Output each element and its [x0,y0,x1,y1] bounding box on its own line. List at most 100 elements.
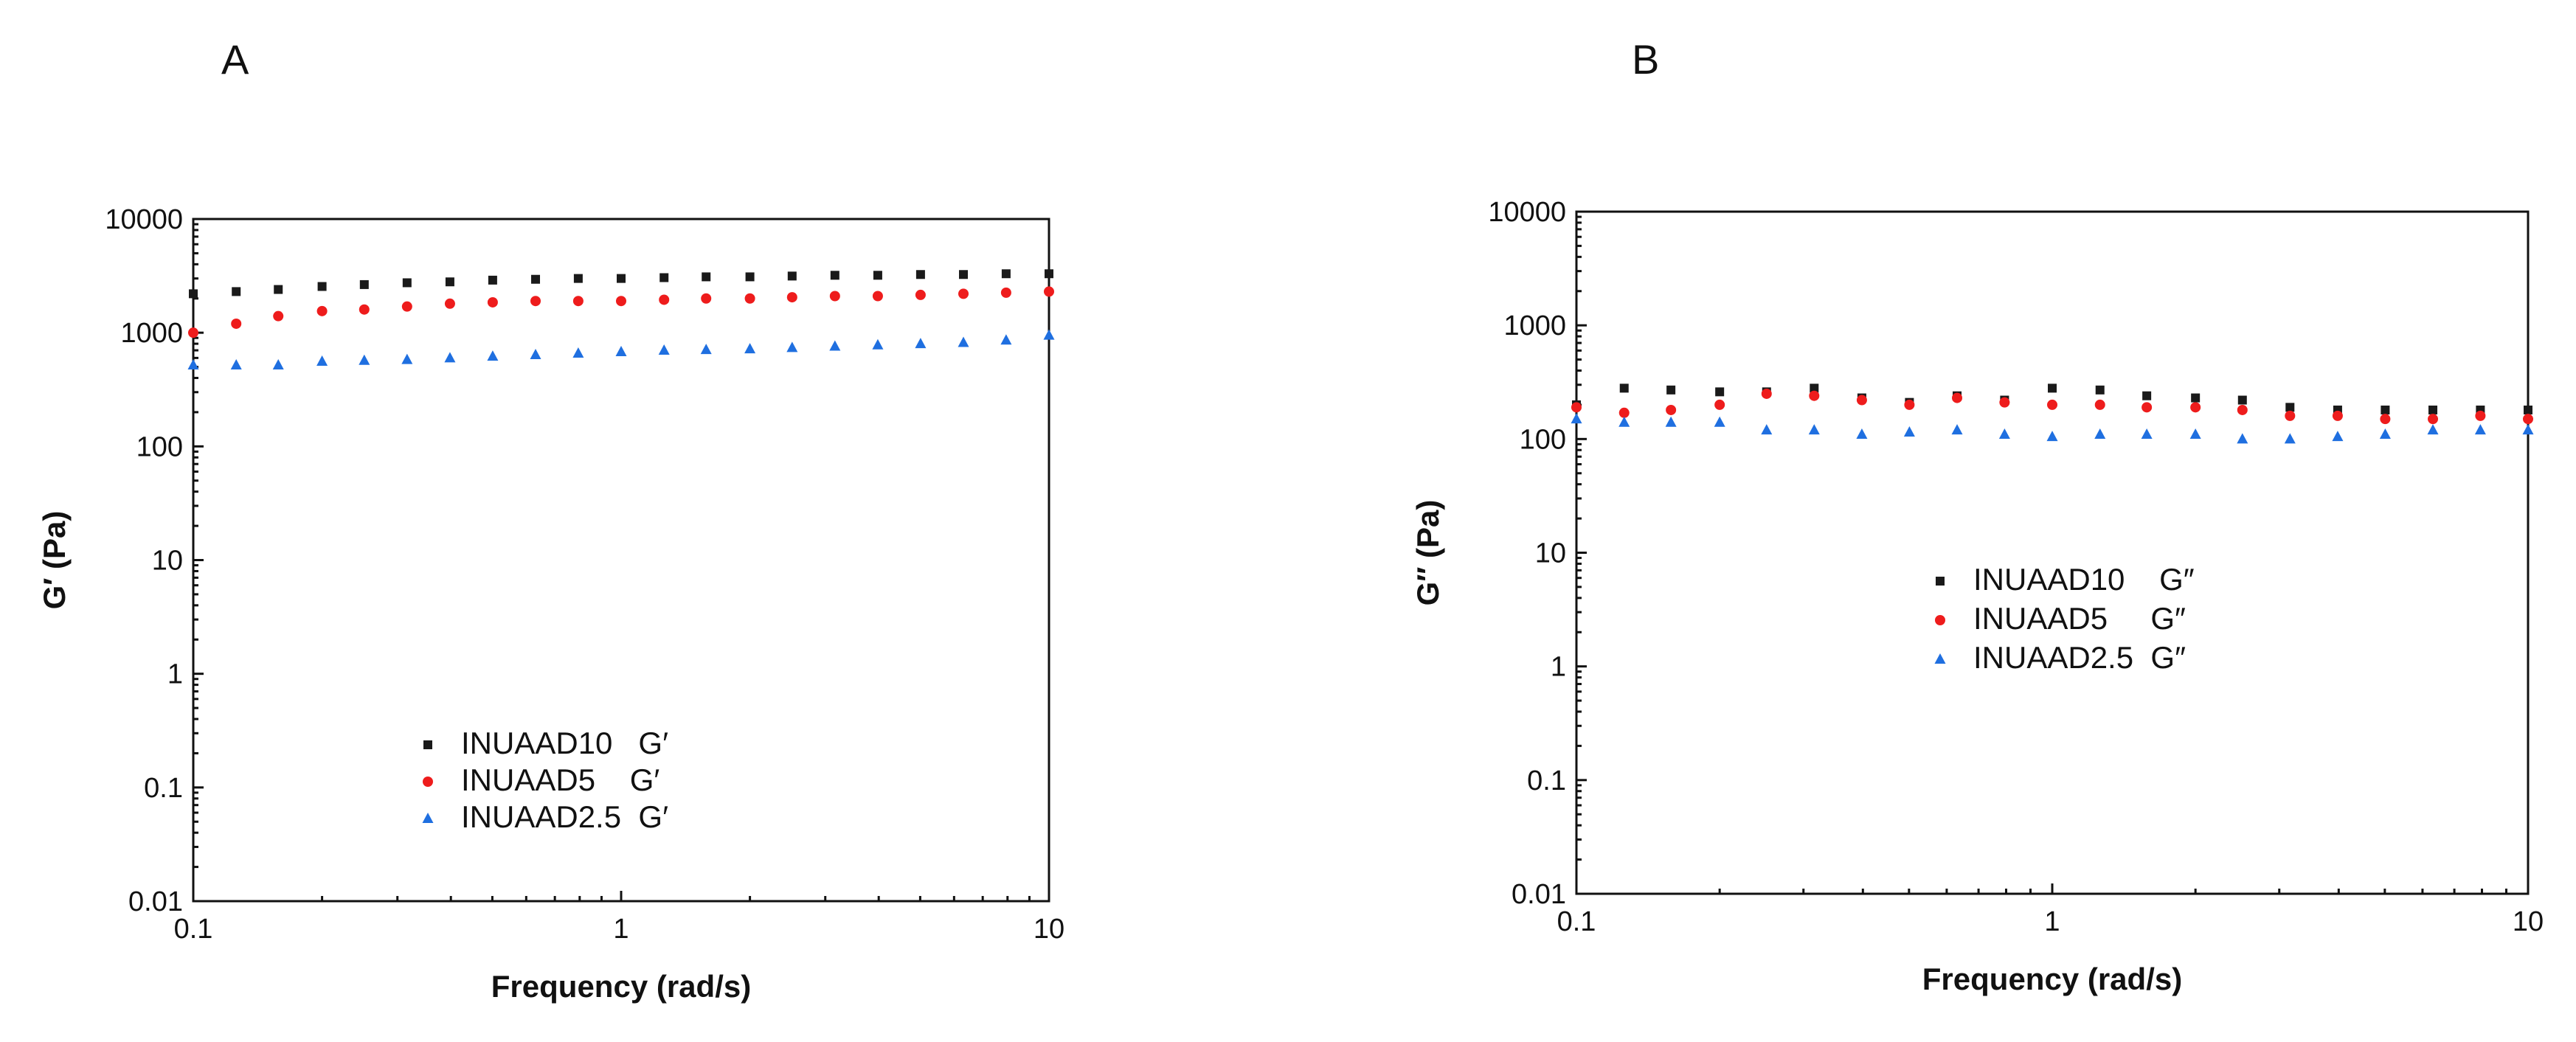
data-point-triangle [1808,424,1820,435]
data-point-triangle [658,344,670,355]
y-tick-label: 1000 [120,318,183,349]
legend-label: INUAAD2.5 G′ [461,799,668,834]
data-point-circle [188,327,198,338]
data-point-triangle [2474,424,2486,435]
data-point-triangle [2427,424,2439,435]
x-tick-label: 10 [2513,906,2544,937]
data-point-circle [572,296,584,307]
data-point-circle [231,318,242,329]
data-point-square [1666,385,1676,395]
data-point-square [2285,403,2295,412]
panel-label-a: A [221,36,249,83]
data-point-circle [786,292,797,303]
data-point-circle [744,293,755,304]
data-point-triangle [530,349,541,360]
legend: INUAAD10 G″ INUAAD5 G″ INUAAD2.5 G″ [1934,562,2195,675]
y-tick-label: 1 [167,659,183,690]
data-point-triangle [359,354,370,365]
y-tick-label: 0.01 [128,886,183,917]
y-tick-label: 1 [1551,652,1566,683]
legend-marker-circle [423,777,433,787]
x-tick-label: 0.1 [1557,906,1596,937]
legend: INUAAD10 G′INUAAD5 G′INUAAD2.5 G′ [422,726,668,834]
data-point-circle [2142,402,2153,413]
data-point-circle [2332,410,2343,421]
data-point-square [445,277,454,287]
data-point-triangle [1618,416,1630,427]
data-point-square [402,278,412,288]
data-point-triangle [2284,433,2296,444]
data-point-triangle [187,358,199,369]
data-point-triangle [572,347,584,358]
data-point-circle [2285,410,2296,421]
x-tick-label: 1 [2044,906,2060,937]
data-point-square [317,282,327,291]
data-point-circle [1571,402,1582,413]
data-point-square [873,271,882,280]
data-point-circle [2380,414,2391,425]
data-point-triangle [2379,428,2391,439]
y-tick-label: 100 [1520,424,1566,455]
data-point-triangle [2522,424,2534,435]
data-point-circle [444,298,455,309]
data-point-triangle [744,343,756,354]
legend-label: INUAAD2.5 G″ [1973,640,2186,675]
x-tick-label: 1 [613,914,629,945]
data-point-circle [401,301,412,312]
data-point-circle [659,294,670,305]
y-axis-title: G″ (Pa) [1410,500,1445,606]
data-point-square [531,274,541,284]
data-point-circle [316,305,328,316]
data-point-square [2048,383,2057,393]
data-point-circle [530,296,541,307]
legend-label: INUAAD5 G″ [1973,601,2186,636]
data-point-triangle [2332,431,2344,442]
data-point-square [1810,383,1819,393]
data-point-circle [701,293,712,304]
data-point-square [2142,391,2152,400]
data-point-circle [359,304,370,315]
data-point-triangle [2237,433,2248,444]
data-point-circle [1618,407,1630,418]
data-point-circle [2475,410,2486,421]
data-point-square [702,272,711,282]
data-point-square [488,275,497,285]
data-point-circle [2523,414,2533,425]
data-point-square [2381,405,2390,414]
series-triangle [1571,413,2534,444]
data-point-square [274,285,283,294]
data-point-square [573,274,583,283]
data-point-circle [872,291,883,302]
data-point-triangle [2189,428,2201,439]
data-point-triangle [444,352,456,363]
y-tick-label: 10000 [1488,197,1566,228]
data-point-circle [1952,392,1963,403]
data-point-triangle [958,336,969,347]
data-point-square [830,271,839,280]
data-point-square [1001,269,1011,279]
data-point-triangle [316,355,328,366]
data-point-circle [1044,286,1054,297]
data-point-triangle [915,338,927,349]
data-point-circle [915,289,926,300]
series-square [189,269,1053,299]
data-point-circle [958,288,969,299]
data-point-triangle [1856,428,1868,439]
legend-marker-triangle [1934,653,1946,664]
data-point-circle [2094,399,2105,410]
data-point-triangle [1903,426,1915,437]
data-point-triangle [1951,424,1963,435]
data-point-circle [1999,397,2010,408]
data-point-square [2428,405,2438,414]
data-point-circle [1856,395,1867,406]
data-point-square [359,279,369,289]
data-point-circle [1761,388,1772,399]
data-point-circle [487,296,498,308]
series-triangle [187,329,1055,369]
data-point-square [787,271,797,281]
legend-label: INUAAD10 G′ [461,726,668,760]
data-point-triangle [487,350,499,361]
